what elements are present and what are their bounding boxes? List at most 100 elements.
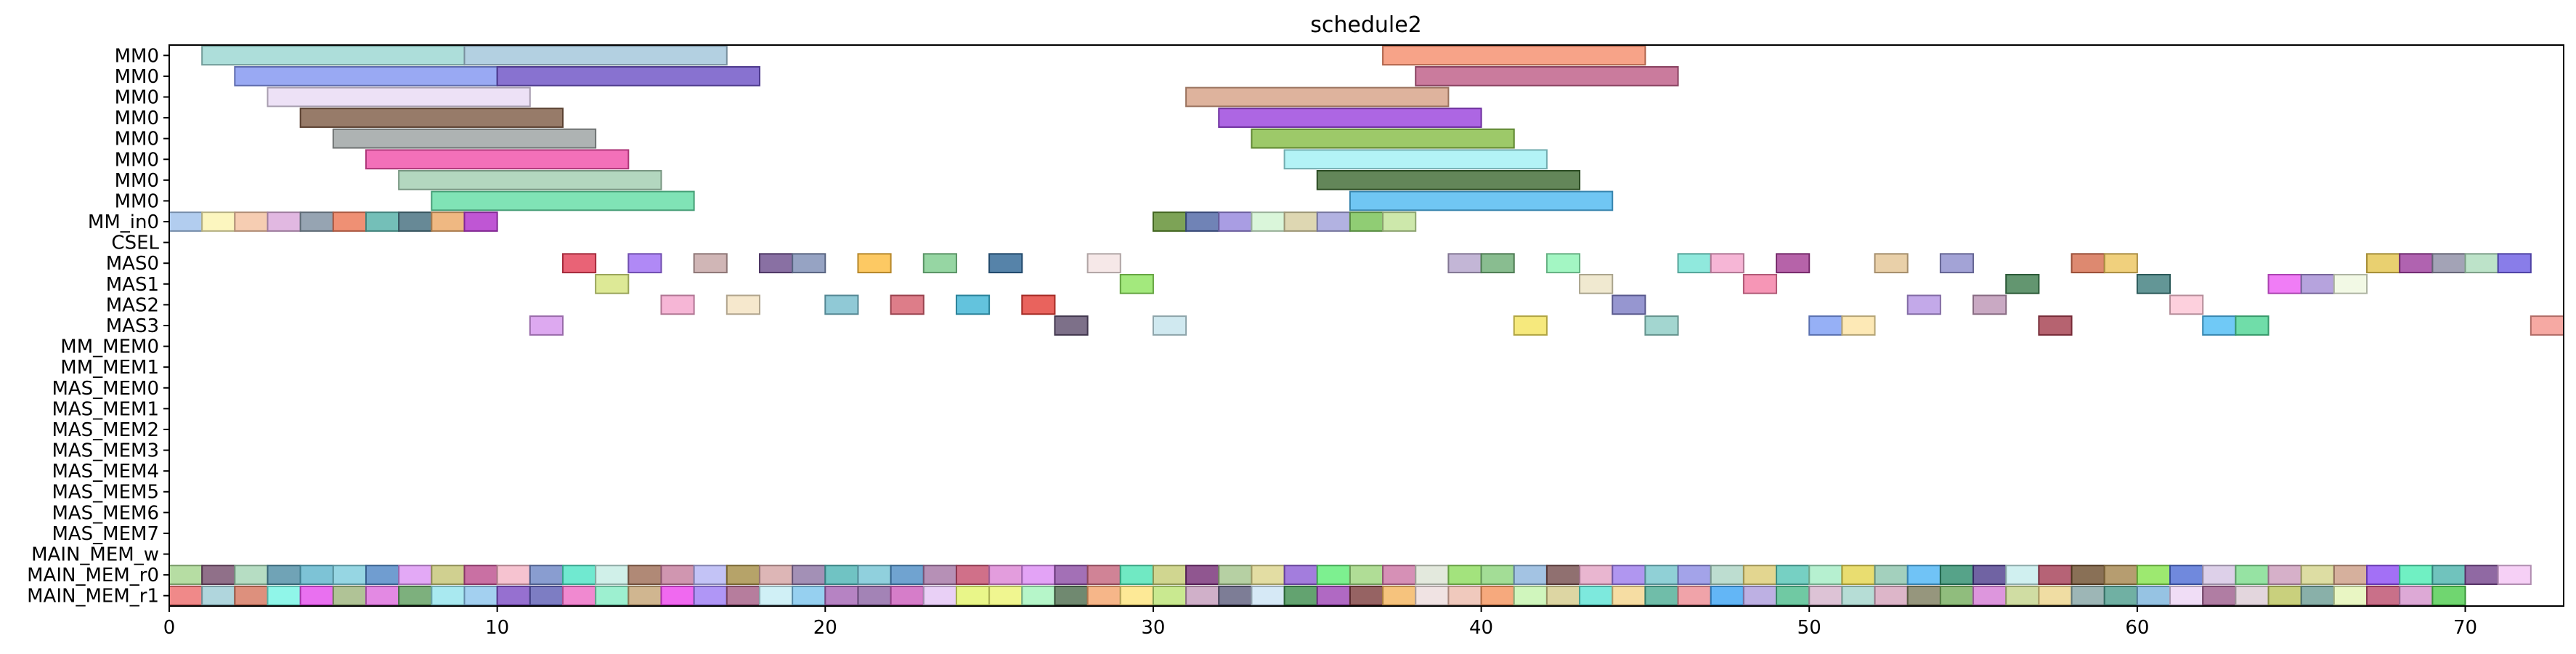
y-tick-label: MAS1 (106, 274, 159, 296)
memory-access-bar (627, 565, 662, 585)
memory-access-bar (988, 585, 1023, 606)
memory-access-bar (1480, 565, 1515, 585)
memory-access-bar (1545, 565, 1581, 585)
memory-access-bar (2038, 565, 2073, 585)
memory-access-bar (234, 565, 269, 585)
memory-access-bar (2300, 585, 2335, 606)
memory-access-bar (2005, 585, 2040, 606)
y-tick-label: MM0 (115, 170, 159, 192)
memory-access-bar (1742, 585, 1778, 606)
x-tick-label: 60 (2125, 617, 2149, 639)
memory-access-bar (1152, 565, 1187, 585)
task-bar (824, 294, 859, 315)
memory-access-bar (2464, 565, 2499, 585)
task-bar (2333, 273, 2368, 294)
memory-access-bar (1710, 585, 1744, 606)
memory-access-bar (234, 585, 269, 606)
task-bar (1316, 169, 1581, 190)
task-bar (2267, 273, 2302, 294)
memory-access-bar (1579, 565, 1614, 585)
memory-access-bar (988, 565, 1023, 585)
memory-access-bar (1939, 565, 1975, 585)
task-bar (1710, 253, 1744, 274)
task-bar (1480, 253, 1515, 274)
task-bar (2169, 294, 2204, 315)
task-bar (463, 211, 498, 232)
task-bar (2038, 315, 2073, 336)
task-bar (1742, 273, 1778, 294)
memory-access-bar (2235, 585, 2270, 606)
task-bar (431, 211, 466, 232)
memory-access-bar (1283, 585, 1318, 606)
task-bar (1349, 190, 1614, 211)
task-bar (1218, 211, 1253, 232)
task-bar (988, 253, 1023, 274)
memory-access-bar (890, 585, 925, 606)
memory-access-bar (922, 585, 957, 606)
task-bar (201, 45, 466, 66)
task-bar (1185, 211, 1220, 232)
y-tick-label: MAS_MEM3 (52, 440, 159, 462)
x-tick-label: 40 (1469, 617, 1493, 639)
memory-access-bar (1841, 565, 1876, 585)
memory-access-bar (1841, 585, 1876, 606)
memory-access-bar (299, 565, 334, 585)
memory-access-bar (2169, 565, 2204, 585)
memory-access-bar (758, 565, 794, 585)
memory-access-bar (1415, 565, 1450, 585)
task-bar (1349, 211, 1384, 232)
x-tick-label: 50 (1797, 617, 1821, 639)
y-tick-label: MAS_MEM7 (52, 523, 159, 545)
task-bar (595, 273, 630, 294)
memory-access-bar (463, 585, 498, 606)
memory-access-bar (1677, 565, 1712, 585)
x-axis: 0 10 20 30 40 50 60 70 (163, 606, 2477, 639)
task-bar (922, 253, 957, 274)
task-bar (2071, 253, 2105, 274)
memory-access-bar (1415, 585, 1450, 606)
task-bar (299, 211, 334, 232)
y-tick-label: MM0 (115, 66, 159, 88)
task-bar (1939, 253, 1975, 274)
memory-access-bar (1218, 585, 1253, 606)
task-bar (1841, 315, 1876, 336)
task-bar (168, 211, 203, 232)
memory-access-bar (2267, 585, 2302, 606)
memory-access-bar (857, 585, 892, 606)
memory-access-bar (1644, 565, 1679, 585)
memory-access-bar (922, 565, 957, 585)
task-bar (627, 253, 662, 274)
memory-access-bar (1185, 565, 1220, 585)
memory-access-bar (299, 585, 334, 606)
task-bar (660, 294, 695, 315)
memory-access-bar (463, 565, 498, 585)
y-tick-label: MAS_MEM6 (52, 502, 159, 524)
memory-access-bar (2136, 565, 2171, 585)
memory-access-bar (1612, 565, 1646, 585)
memory-access-bar (1119, 565, 1154, 585)
memory-access-bar (561, 585, 597, 606)
memory-access-bar (168, 585, 203, 606)
memory-access-bar (1513, 585, 1548, 606)
memory-access-bar (2300, 565, 2335, 585)
plot-frame (168, 44, 2564, 607)
memory-access-bar (529, 565, 564, 585)
memory-access-bar (824, 585, 859, 606)
memory-access-bar (693, 585, 728, 606)
memory-access-bar (561, 565, 597, 585)
memory-access-bar (1480, 585, 1515, 606)
task-bar (1612, 294, 1646, 315)
y-tick-label: MM_MEM1 (60, 357, 159, 379)
memory-access-bar (496, 585, 531, 606)
memory-access-bar (1119, 585, 1154, 606)
task-bar (496, 66, 760, 86)
memory-access-bar (1021, 585, 1056, 606)
task-bar (1119, 273, 1154, 294)
task-bar (2103, 253, 2138, 274)
memory-access-bar (758, 585, 794, 606)
memory-access-bar (1054, 565, 1089, 585)
memory-access-bar (1874, 565, 1909, 585)
memory-access-bar (660, 585, 695, 606)
y-tick-label: MM0 (115, 129, 159, 150)
y-tick-label: CSEL (111, 233, 159, 254)
